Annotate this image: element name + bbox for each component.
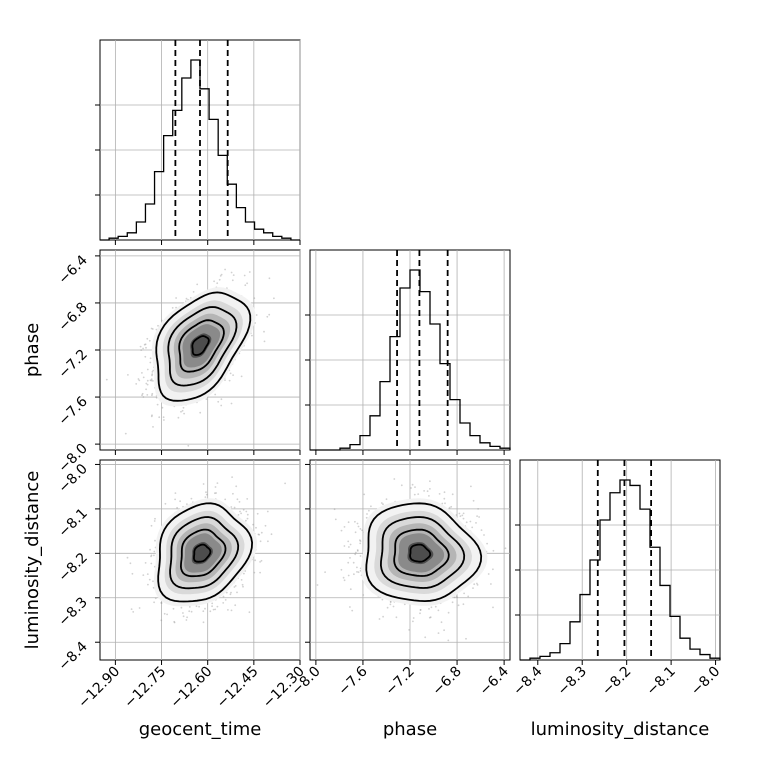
panel-geocent-time-vs-phase-contour-2 (178, 319, 225, 373)
xlabel-geocent-time: geocent_time (139, 719, 262, 740)
hist-luminosity-distance-frame (519, 459, 721, 661)
panel-geocent-time-vs-luminosity-distance-content (126, 476, 286, 624)
xlabel-phase: phase (383, 719, 437, 740)
panels: −12.90−12.75−12.60−12.45−12.30−8.0 −7.6 −7… (55, 39, 723, 711)
panel-geocent-time-vs-luminosity-distance-contour-0 (157, 502, 254, 603)
panel-phase-vs-luminosity-distance-contour-0 (365, 502, 483, 603)
panel-geocent-time-vs-phase-contour-0 (155, 291, 252, 402)
panel-geocent-time-vs-luminosity-distance-contour-1 (169, 516, 240, 590)
panel-geocent-time-vs-phase (95, 249, 301, 455)
panel-geocent-time-vs-phase-contour-3 (191, 335, 210, 356)
panel-phase-vs-luminosity-distance-contour-2 (393, 528, 450, 577)
panel-geocent-time-vs-luminosity-distance-contour-2 (179, 528, 227, 578)
axis-labels: geocent_time phase luminosity_distance p… (22, 323, 709, 740)
hist-luminosity-distance (515, 459, 721, 665)
ylabel-phase: phase (22, 323, 43, 377)
xlabel-luminosity-distance: luminosity_distance (531, 719, 710, 740)
panel-geocent-time-vs-luminosity-distance-contour-3 (192, 543, 212, 563)
panel-phase-vs-luminosity-distance (305, 459, 511, 665)
hist-geocent-time (95, 39, 301, 245)
panel-geocent-time-vs-phase-content (105, 268, 275, 447)
ylabel-luminosity-distance: luminosity_distance (22, 471, 43, 650)
panel-geocent-time-vs-phase-contour-1 (167, 306, 238, 387)
panel-phase-vs-luminosity-distance-contour-1 (379, 516, 466, 589)
hist-luminosity-distance-steps (520, 479, 721, 661)
panel-phase-vs-luminosity-distance-content (316, 478, 507, 642)
hist-phase (305, 249, 511, 455)
panel-geocent-time-vs-luminosity-distance (95, 459, 301, 665)
panel-phase-vs-luminosity-distance-contour-3 (409, 543, 432, 563)
